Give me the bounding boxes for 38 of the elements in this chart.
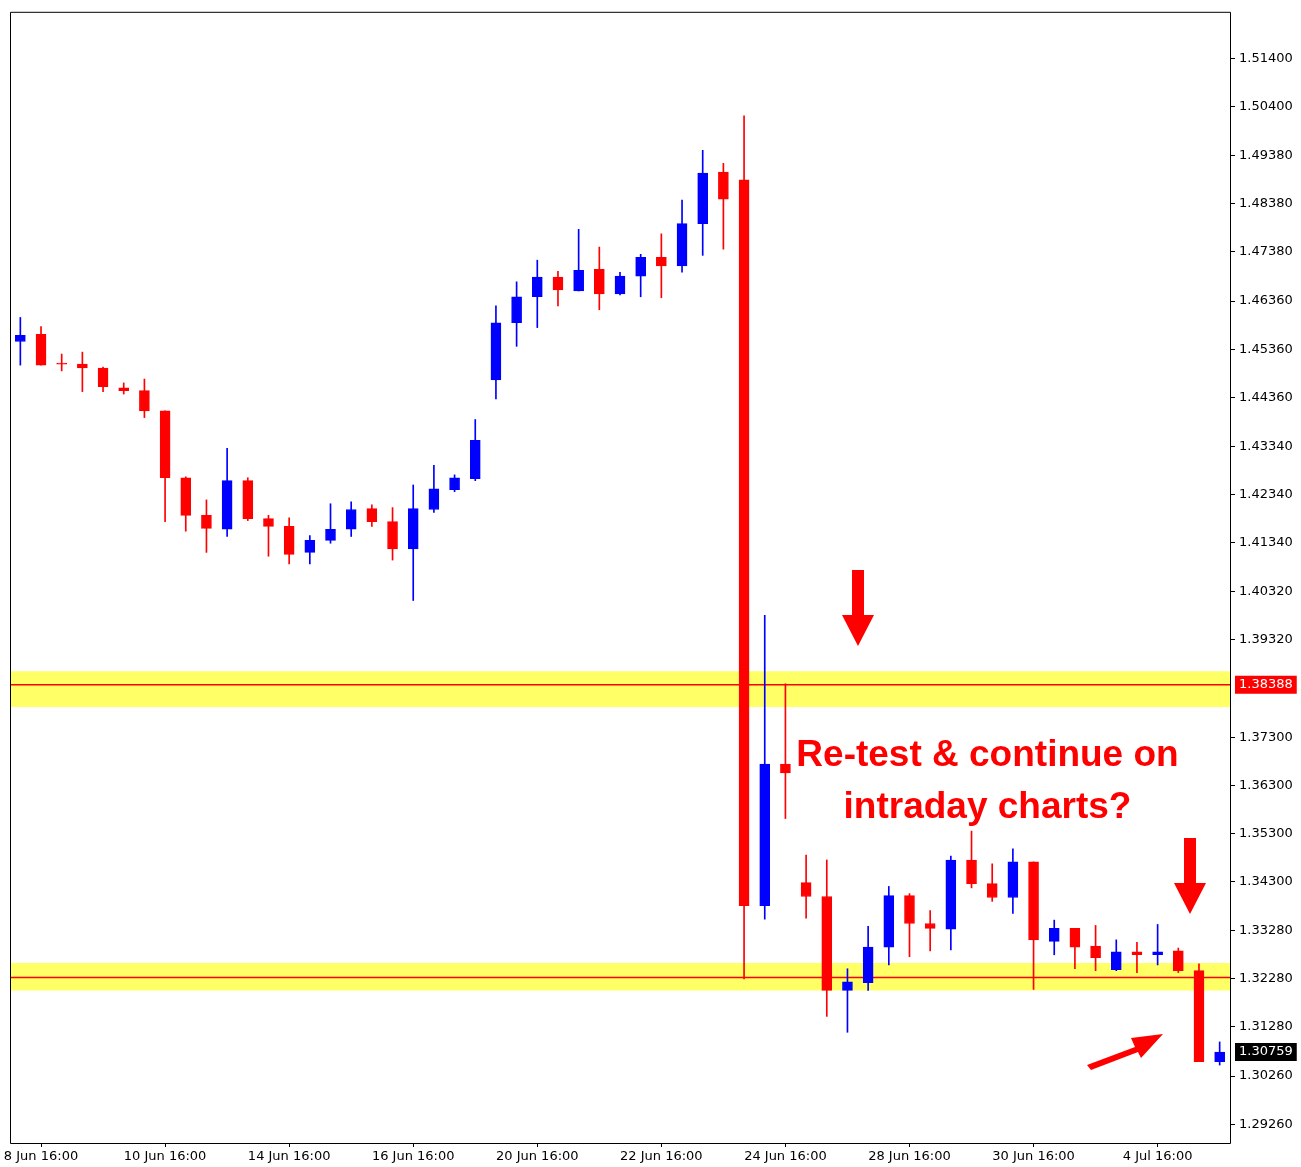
ref-line-label: 1.38388 bbox=[1239, 676, 1293, 692]
y-tick-label: 1.36300 bbox=[1239, 776, 1293, 792]
y-tick-label: 1.41340 bbox=[1239, 534, 1293, 550]
y-tick-label: 1.39320 bbox=[1239, 631, 1293, 647]
y-tick-label: 1.32280 bbox=[1239, 970, 1293, 986]
y-tick-label: 1.37300 bbox=[1239, 728, 1293, 744]
x-tick-label: 8 Jun 16:00 bbox=[3, 1148, 79, 1164]
x-tick-label: 20 Jun 16:00 bbox=[495, 1148, 579, 1164]
y-tick-label: 1.30260 bbox=[1239, 1067, 1293, 1083]
y-tick-label: 1.33280 bbox=[1239, 922, 1293, 938]
annotation: Re-test & continue on intraday charts? bbox=[795, 732, 1180, 828]
text: 1.30759 bbox=[1239, 1043, 1293, 1059]
y-tick-label: 1.51400 bbox=[1239, 49, 1293, 65]
candlestick bbox=[56, 353, 68, 372]
y-tick-label: 1.48380 bbox=[1239, 195, 1293, 211]
y-tick-label: 1.49380 bbox=[1239, 147, 1293, 163]
x-tick-label: 30 Jun 16:00 bbox=[992, 1148, 1075, 1164]
y-tick-label: 1.43340 bbox=[1239, 437, 1293, 453]
y-tick-label: 1.42340 bbox=[1239, 485, 1293, 501]
y-tick-label: 1.50400 bbox=[1239, 98, 1293, 113]
x-tick-label: 14 Jun 16:00 bbox=[247, 1148, 331, 1164]
y-tick-label: 1.47380 bbox=[1239, 243, 1293, 259]
x-tick-label: 22 Jun 16:00 bbox=[620, 1148, 703, 1164]
y-tick-label: 1.29260 bbox=[1239, 1115, 1293, 1131]
x-tick-label: 28 Jun 16:00 bbox=[868, 1148, 951, 1164]
y-tick-label: 1.40320 bbox=[1239, 583, 1293, 599]
y-tick-label: 1.45360 bbox=[1239, 340, 1293, 356]
y-tick-label: 1.35300 bbox=[1239, 824, 1293, 840]
candlestick bbox=[924, 910, 936, 952]
x-tick-label: 10 Jun 16:00 bbox=[123, 1148, 207, 1164]
y-tick-label: 1.46360 bbox=[1239, 292, 1293, 308]
y-tick-label: 1.34300 bbox=[1239, 873, 1293, 888]
y-tick-label: 1.31280 bbox=[1239, 1018, 1293, 1034]
candlestick bbox=[800, 854, 812, 919]
x-tick-label: 4 Jul 16:00 bbox=[1122, 1148, 1193, 1164]
x-tick-label: 16 Jun 16:00 bbox=[371, 1148, 455, 1164]
x-tick-label: 24 Jun 16:00 bbox=[744, 1148, 827, 1164]
y-tick-label: 1.44360 bbox=[1239, 388, 1293, 404]
